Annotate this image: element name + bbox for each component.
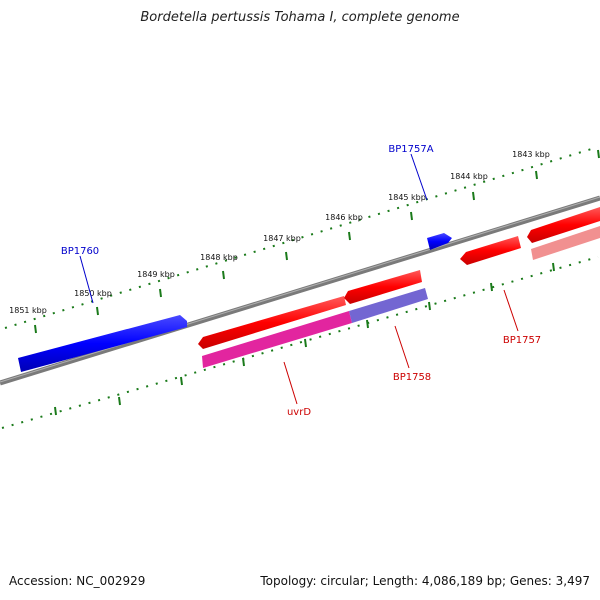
outer-major-tick xyxy=(348,231,351,241)
inner-major-tick xyxy=(54,406,57,416)
label-leader-bp1760 xyxy=(79,255,94,304)
scale-label: 1845 kbp xyxy=(388,193,426,202)
scale-label: 1843 kbp xyxy=(512,150,550,159)
page-title: Bordetella pertussis Tohama I, complete … xyxy=(140,10,460,25)
genome-summary-text: Topology: circular; Length: 4,086,189 bp… xyxy=(260,574,590,588)
scale-label: 1848 kbp xyxy=(200,253,238,262)
inner-major-tick xyxy=(552,262,555,272)
outer-major-tick xyxy=(34,324,37,334)
outer-major-tick xyxy=(159,288,162,298)
label-leader-uvrd xyxy=(283,361,298,405)
feature-band-bp1758 xyxy=(349,288,428,323)
inner-major-tick xyxy=(366,319,369,329)
outer-major-ticks xyxy=(34,149,600,334)
inner-major-tick xyxy=(428,301,431,311)
outer-major-tick xyxy=(597,149,600,159)
outer-major-tick xyxy=(222,270,225,280)
gene-bp1758[interactable] xyxy=(344,270,422,304)
outer-major-tick xyxy=(285,251,288,261)
outer-major-tick xyxy=(410,211,413,221)
outer-major-tick xyxy=(96,306,99,316)
scale-label: 1850 kbp xyxy=(74,289,112,298)
label-leader-bp1757 xyxy=(503,289,519,332)
scale-label: 1846 kbp xyxy=(325,213,363,222)
outer-scale-track xyxy=(4,146,599,329)
gene-label-bp1758[interactable]: BP1758 xyxy=(393,372,431,383)
inner-major-tick xyxy=(490,282,493,292)
scale-label: 1851 kbp xyxy=(9,306,47,315)
label-leader-bp1757a xyxy=(410,153,428,201)
genome-backbone-highlight xyxy=(0,196,600,383)
inner-scale-track xyxy=(1,256,599,429)
gene-label-bp1757a[interactable]: BP1757A xyxy=(388,144,433,155)
inner-major-tick xyxy=(304,338,307,348)
scale-label: 1844 kbp xyxy=(450,172,488,181)
inner-major-tick xyxy=(180,376,183,386)
gene-bp1757[interactable] xyxy=(460,236,521,265)
feature-band-right xyxy=(531,226,600,260)
scale-labels: 1851 kbp 1850 kbp 1849 kbp 1848 kbp 1847 kbp… xyxy=(9,150,550,315)
gene-bp1760[interactable] xyxy=(18,315,187,372)
gene-label-bp1757[interactable]: BP1757 xyxy=(503,335,541,346)
gene-uvrd[interactable] xyxy=(198,296,346,349)
inner-major-tick xyxy=(118,396,121,406)
outer-major-tick xyxy=(535,170,538,180)
inner-major-tick xyxy=(242,357,245,367)
scale-label: 1847 kbp xyxy=(263,234,301,243)
genome-backbone xyxy=(0,195,600,386)
outer-major-tick xyxy=(472,191,475,201)
gene-edge-right[interactable] xyxy=(527,207,600,243)
label-leader-bp1758 xyxy=(394,325,410,369)
inner-major-ticks xyxy=(54,262,555,416)
gene-bp1757a[interactable] xyxy=(427,233,452,250)
gene-label-uvrd[interactable]: uvrD xyxy=(287,407,311,418)
scale-label: 1849 kbp xyxy=(137,270,175,279)
accession-text: Accession: NC_002929 xyxy=(9,574,146,588)
gene-label-bp1760[interactable]: BP1760 xyxy=(61,246,99,257)
feature-band-uvrd xyxy=(202,311,352,368)
